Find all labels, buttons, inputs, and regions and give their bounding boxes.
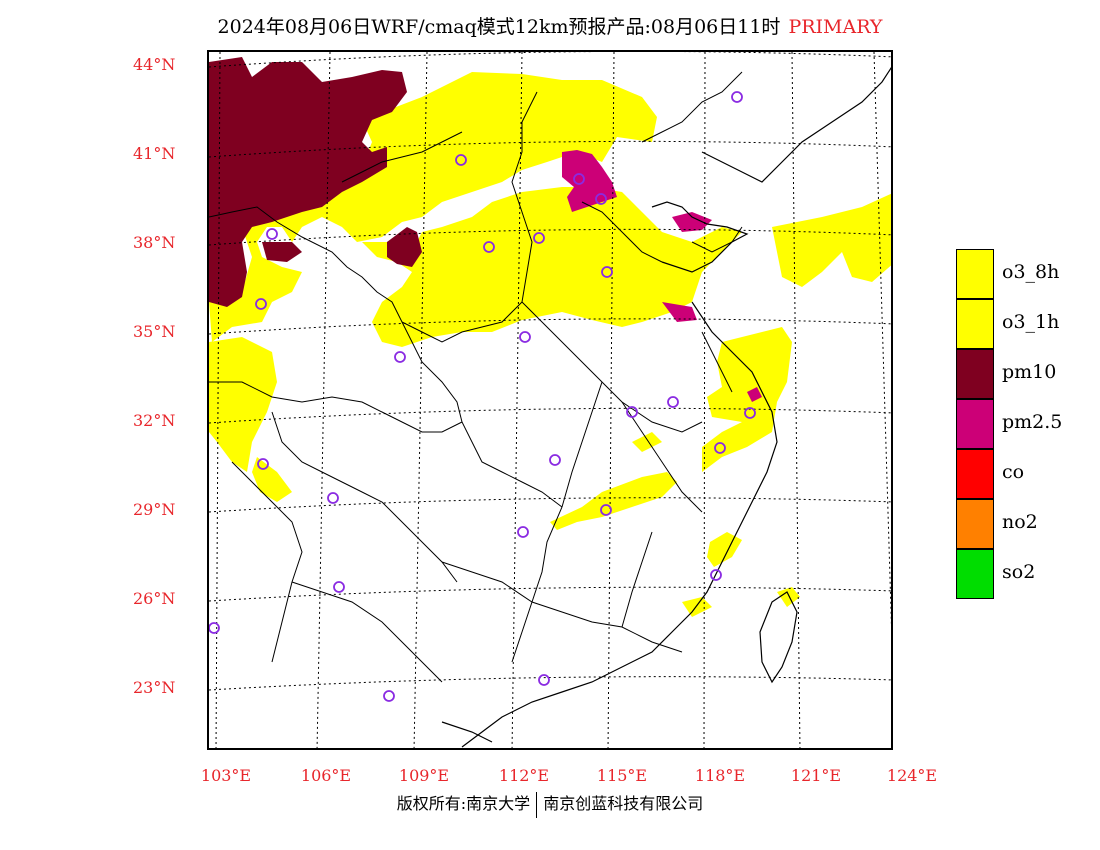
lat-label-26: 26°N bbox=[133, 589, 176, 608]
map-panel[interactable] bbox=[207, 50, 893, 750]
coastline bbox=[441, 67, 891, 748]
map-title: 2024年08月06日WRF/cmaq模式12km预报产品:08月06日11时 P… bbox=[0, 12, 1100, 39]
lon-label-103: 103°E bbox=[200, 766, 252, 785]
footer-divider bbox=[536, 791, 538, 818]
province-borders bbox=[209, 71, 743, 683]
copyright-owner: 版权所有:南京大学 bbox=[396, 794, 531, 813]
lon-label-118: 118°E bbox=[694, 766, 746, 785]
title-tag: PRIMARY bbox=[788, 16, 883, 38]
o3-field bbox=[209, 72, 891, 617]
legend-swatch bbox=[956, 399, 994, 449]
lon-label-124: 124°E bbox=[886, 766, 938, 785]
lat-label-35: 35°N bbox=[133, 322, 176, 341]
legend-swatch bbox=[956, 499, 994, 549]
legend-swatch bbox=[956, 449, 994, 499]
map-svg bbox=[209, 52, 891, 748]
lon-label-121: 121°E bbox=[790, 766, 842, 785]
title-main: 2024年08月06日WRF/cmaq模式12km预报产品:08月06日11时 bbox=[217, 16, 781, 38]
pm25-field bbox=[562, 150, 762, 402]
legend-label: so2 bbox=[1002, 561, 1036, 583]
lat-label-41: 41°N bbox=[133, 144, 176, 163]
legend-swatch bbox=[956, 249, 994, 299]
lon-label-115: 115°E bbox=[596, 766, 648, 785]
legend-swatch bbox=[956, 549, 994, 599]
lat-label-29: 29°N bbox=[133, 500, 176, 519]
legend-label: o3_1h bbox=[1002, 311, 1060, 333]
copyright-company: 南京创蓝科技有限公司 bbox=[543, 794, 704, 813]
graticule bbox=[209, 52, 891, 748]
station-markers bbox=[209, 91, 756, 702]
lat-label-32: 32°N bbox=[133, 411, 176, 430]
legend-swatch bbox=[956, 299, 994, 349]
legend-label: pm2.5 bbox=[1002, 411, 1063, 433]
legend-label: co bbox=[1002, 461, 1025, 483]
lat-label-23: 23°N bbox=[133, 678, 176, 697]
lat-label-44: 44°N bbox=[133, 55, 176, 74]
lon-label-112: 112°E bbox=[498, 766, 550, 785]
legend-label: no2 bbox=[1002, 511, 1038, 533]
lon-label-106: 106°E bbox=[300, 766, 352, 785]
pm10-field bbox=[209, 57, 422, 307]
lon-label-109: 109°E bbox=[398, 766, 450, 785]
legend-label: o3_8h bbox=[1002, 261, 1060, 283]
copyright-footer: 版权所有:南京大学 南京创蓝科技有限公司 bbox=[0, 790, 1100, 818]
legend-swatch bbox=[956, 349, 994, 399]
lat-label-38: 38°N bbox=[133, 233, 176, 252]
legend-label: pm10 bbox=[1002, 361, 1057, 383]
